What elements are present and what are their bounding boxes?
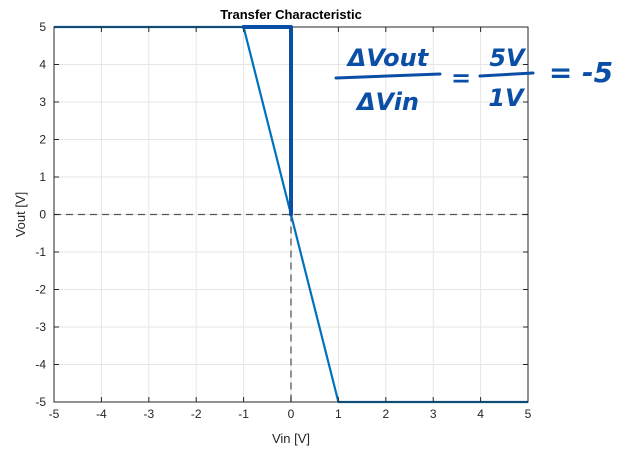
y-tick-label: 4 — [39, 58, 46, 72]
x-tick-label: 2 — [382, 407, 389, 421]
fraction-bar-2 — [478, 71, 535, 78]
y-tick-label: 5 — [39, 20, 46, 34]
y-tick-label: -1 — [35, 245, 46, 259]
y-tick-label: -3 — [35, 320, 46, 334]
x-tick-label: -5 — [49, 407, 60, 421]
x-axis-label: Vin [V] — [272, 431, 310, 446]
y-tick-label: -4 — [35, 358, 46, 372]
chart-title: Transfer Characteristic — [220, 7, 362, 22]
annotation-rhs-numerator: 5V — [489, 44, 527, 72]
reference-lines — [54, 213, 528, 402]
x-tick-label: -2 — [191, 407, 202, 421]
fraction-bar-1 — [334, 72, 442, 80]
x-tick-label: 4 — [477, 407, 484, 421]
x-tick-label: 1 — [335, 407, 342, 421]
text-layer: -5 -4 -3 -2 -1 0 1 2 3 4 5 -5 -4 -3 -2 -1 0 1 2 3 4 5 Transfer… — [13, 7, 532, 446]
y-tick-label: 2 — [39, 133, 46, 147]
y-tick-label: 3 — [39, 95, 46, 109]
annotation-numerator: ΔVout — [346, 44, 430, 72]
y-axis-label: Vout [V] — [13, 192, 28, 238]
slope-triangle-ink — [241, 25, 293, 217]
handwritten-annotation: ΔVout ΔVin = 5V 1V = -5 — [241, 25, 613, 217]
annotation-denominator: ΔVin — [355, 88, 419, 116]
annotation-rhs-denominator: 1V — [488, 84, 526, 112]
x-tick-label: -1 — [238, 407, 249, 421]
x-tick-label: 0 — [288, 407, 295, 421]
y-tick-label: -2 — [35, 283, 46, 297]
x-tick-label: 5 — [525, 407, 532, 421]
annotation-result: = -5 — [549, 56, 613, 89]
x-tick-label: -4 — [96, 407, 107, 421]
y-tick-label: 1 — [39, 170, 46, 184]
annotation-equals: = — [451, 64, 471, 92]
x-tick-label: 3 — [430, 407, 437, 421]
y-tick-label: -5 — [35, 395, 46, 409]
y-tick-label: 0 — [39, 208, 46, 222]
x-tick-label: -3 — [143, 407, 154, 421]
